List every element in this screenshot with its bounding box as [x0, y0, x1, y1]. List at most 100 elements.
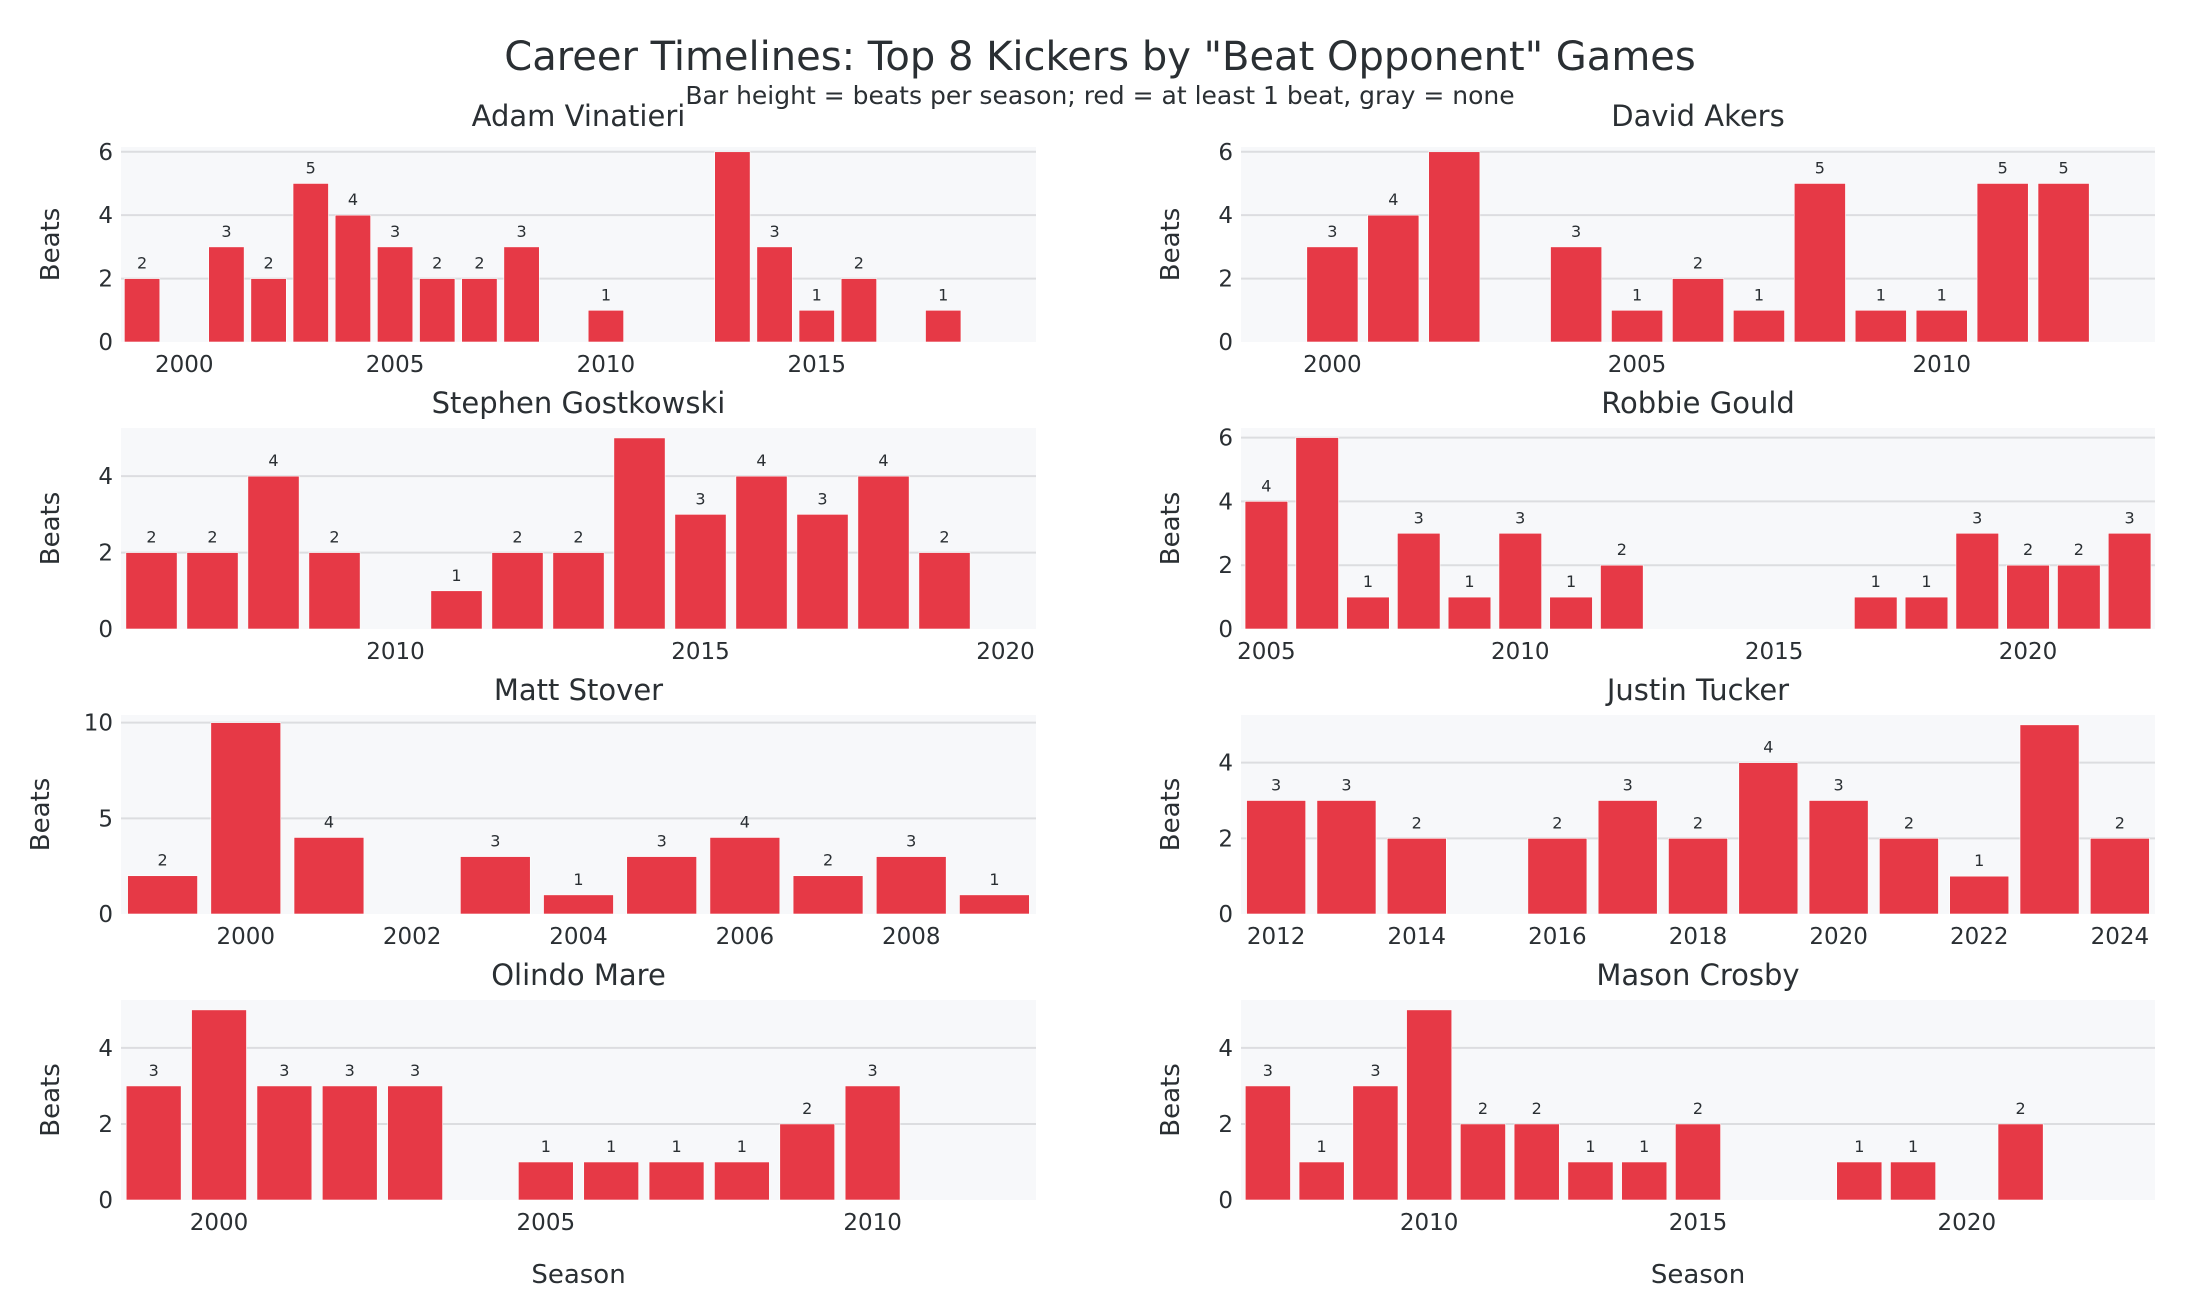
bar-data-label: 5 [2059, 158, 2069, 177]
bar [796, 514, 849, 630]
bar-data-label: 4 [1261, 476, 1271, 495]
bar-data-label: 1 [601, 285, 611, 304]
x-tick-label: 2006 [716, 924, 775, 950]
y-tick-label: 2 [1218, 826, 1233, 852]
x-tick-label: 2015 [787, 352, 846, 378]
bar [925, 309, 962, 343]
bar [1316, 800, 1377, 915]
bar-data-label: 4 [740, 812, 750, 831]
bar-data-label: 2 [2074, 540, 2084, 559]
bar [844, 1085, 901, 1201]
bar-data-label: 3 [490, 832, 500, 851]
x-tick-label: 2020 [976, 639, 1035, 665]
bar-data-label: 1 [451, 566, 461, 585]
bar [1611, 309, 1663, 343]
bar [1549, 596, 1593, 630]
y-tick-label: 4 [98, 464, 113, 490]
bar-data-label: 3 [868, 1061, 878, 1080]
bar [1550, 246, 1603, 343]
y-tick-label: 0 [98, 617, 113, 643]
bar [461, 278, 498, 343]
x-axis-label: Season [531, 1260, 625, 1290]
bar [1836, 1161, 1883, 1201]
bar-data-label: 2 [1693, 1099, 1703, 1118]
bar [798, 309, 835, 343]
bar-data-label: 1 [1639, 1137, 1649, 1156]
figure-title: Career Timelines: Top 8 Kickers by "Beat… [504, 34, 1695, 80]
bar-data-label: 3 [2125, 508, 2135, 527]
bar-data-label: 3 [1834, 776, 1844, 795]
x-tick-label: 2020 [1999, 639, 2058, 665]
bar-data-label: 2 [329, 528, 339, 547]
bar-data-label: 3 [516, 222, 526, 241]
bar-data-label: 3 [149, 1061, 159, 1080]
bar [1298, 1161, 1345, 1201]
x-tick-label: 2020 [1938, 1210, 1997, 1236]
bar-data-label: 1 [989, 870, 999, 889]
bar [124, 278, 161, 343]
x-tick-label: 2010 [1912, 352, 1971, 378]
subplot-panel: Mason Crosby 0 2 4 2010 2015 2020 3 1 3 2 2 1 1 2 1 1 2 Be… [1156, 958, 2155, 1290]
bar [1498, 532, 1542, 630]
bar [334, 214, 371, 343]
bar [125, 1085, 182, 1201]
x-tick-label: 2010 [366, 639, 425, 665]
bar [1879, 838, 1939, 915]
bar-data-label: 1 [1363, 572, 1373, 591]
y-tick-label: 0 [1218, 617, 1233, 643]
bar [1367, 214, 1420, 343]
bar-data-label: 2 [1693, 813, 1703, 832]
x-tick-label: 2010 [843, 1210, 902, 1236]
y-tick-label: 0 [98, 902, 113, 928]
bar-data-label: 2 [2023, 540, 2033, 559]
bar-data-label: 2 [263, 254, 273, 273]
y-tick-label: 2 [1218, 1112, 1233, 1138]
bar-data-label: 2 [2015, 1099, 2025, 1118]
bar [293, 837, 365, 915]
bar [1346, 596, 1390, 630]
y-tick-label: 4 [1218, 203, 1233, 229]
bar [419, 278, 456, 343]
bar-data-label: 1 [812, 285, 822, 304]
bar-data-label: 2 [2115, 813, 2125, 832]
x-tick-label: 2000 [190, 1210, 249, 1236]
bar-data-label: 3 [817, 489, 827, 508]
bar [1904, 596, 1949, 630]
bar-data-label: 3 [345, 1061, 355, 1080]
bar [503, 246, 540, 343]
bar [1406, 1009, 1453, 1201]
bar [1352, 1085, 1399, 1201]
y-axis-label: Beats [36, 492, 66, 566]
subplot-title: Olindo Mare [491, 958, 666, 992]
bar [626, 856, 697, 915]
bar [756, 246, 793, 343]
bar-data-label: 5 [1998, 158, 2008, 177]
bar [840, 278, 877, 343]
bar [491, 552, 544, 630]
bar-data-label: 1 [1876, 285, 1886, 304]
bar [1386, 838, 1447, 915]
bar-data-label: 1 [541, 1137, 551, 1156]
bar-data-label: 1 [1854, 1137, 1864, 1156]
bar-data-label: 3 [221, 222, 231, 241]
bar [1675, 1123, 1721, 1201]
x-tick-label: 2000 [1303, 352, 1362, 378]
bar-data-label: 2 [432, 254, 442, 273]
bar-data-label: 2 [512, 528, 522, 547]
bar [430, 590, 483, 630]
y-tick-label: 4 [98, 203, 113, 229]
bar [127, 875, 198, 915]
x-tick-label: 2015 [1745, 639, 1804, 665]
bar [1295, 437, 1339, 630]
bar [460, 856, 531, 915]
bar-data-label: 1 [1464, 572, 1474, 591]
bar-data-label: 2 [146, 528, 156, 547]
bar [1808, 800, 1869, 915]
y-axis-label: Beats [26, 778, 56, 852]
bar [1738, 762, 1799, 915]
bar [714, 151, 751, 343]
bar-data-label: 1 [737, 1137, 747, 1156]
bar [1997, 1123, 2044, 1201]
bar [191, 1009, 247, 1201]
bar [674, 514, 727, 630]
